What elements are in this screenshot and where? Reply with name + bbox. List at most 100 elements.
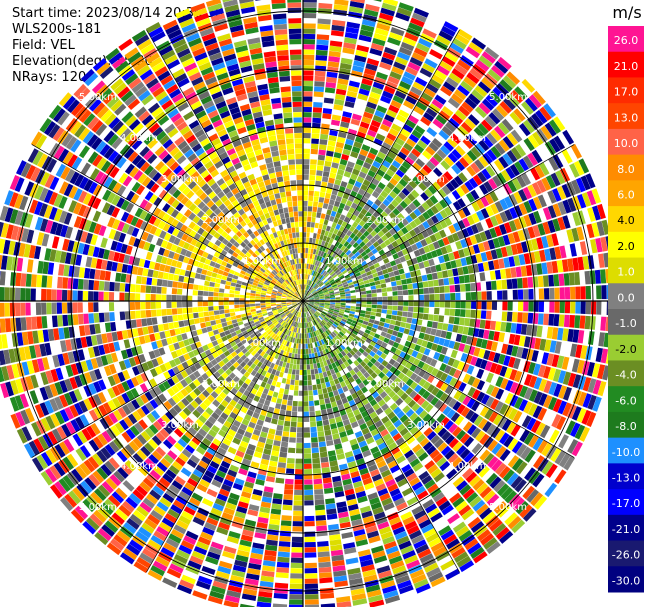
velocity-gate	[249, 295, 256, 299]
velocity-gate	[444, 217, 453, 227]
velocity-gate	[539, 249, 547, 262]
velocity-gate	[291, 536, 303, 543]
velocity-gate	[499, 432, 510, 445]
velocity-gate	[303, 164, 310, 170]
velocity-gate	[203, 291, 209, 297]
velocity-gate	[413, 105, 425, 116]
velocity-gate	[350, 332, 357, 339]
velocity-gate	[304, 268, 307, 274]
velocity-gate	[494, 269, 502, 280]
velocity-gate	[308, 263, 311, 270]
velocity-gate	[587, 378, 597, 394]
velocity-gate	[494, 201, 504, 213]
velocity-gate	[323, 219, 329, 226]
velocity-gate	[319, 234, 324, 241]
velocity-gate	[380, 264, 387, 271]
velocity-gate	[463, 274, 470, 283]
velocity-gate	[303, 148, 311, 154]
velocity-gate	[377, 356, 385, 364]
velocity-gate	[387, 36, 401, 46]
velocity-gate	[409, 381, 418, 390]
velocity-gate	[348, 207, 356, 214]
velocity-gate	[229, 289, 235, 294]
velocity-gate	[329, 40, 343, 47]
velocity-gate	[271, 503, 282, 510]
velocity-gate	[454, 109, 467, 121]
velocity-gate	[481, 51, 496, 64]
velocity-gate	[294, 380, 299, 386]
velocity-gate	[436, 271, 444, 279]
velocity-gate	[303, 91, 313, 97]
velocity-gate	[527, 184, 537, 198]
velocity-gate	[519, 504, 533, 519]
velocity-gate	[327, 310, 334, 314]
velocity-gate	[542, 221, 551, 235]
velocity-gate	[442, 323, 449, 331]
velocity-gate	[377, 325, 384, 331]
velocity-gate	[409, 220, 418, 229]
velocity-gate	[324, 253, 330, 260]
velocity-gate	[404, 232, 412, 240]
velocity-gate	[411, 52, 426, 63]
velocity-gate	[213, 287, 220, 293]
velocity-gate	[498, 156, 509, 169]
velocity-gate	[454, 89, 467, 101]
velocity-gate	[270, 508, 282, 515]
velocity-gate	[332, 312, 339, 317]
velocity-gate	[329, 396, 336, 403]
velocity-gate	[104, 312, 110, 322]
velocity-gate	[431, 272, 438, 280]
velocity-gate	[314, 301, 320, 303]
velocity-gate	[434, 293, 440, 301]
velocity-gate	[427, 374, 435, 384]
velocity-gate	[518, 202, 528, 216]
velocity-gate	[424, 188, 433, 198]
velocity-gate	[155, 301, 162, 309]
velocity-gate	[315, 311, 320, 316]
velocity-gate	[413, 393, 422, 403]
velocity-gate	[585, 301, 592, 315]
velocity-gate	[297, 416, 303, 423]
velocity-gate	[322, 203, 329, 209]
velocity-gate	[506, 93, 520, 107]
velocity-gate	[346, 133, 356, 141]
velocity-gate	[146, 317, 153, 326]
velocity-gate	[486, 291, 492, 300]
velocity-gate	[305, 253, 308, 259]
velocity-gate	[425, 146, 436, 156]
velocity-gate	[444, 374, 453, 385]
velocity-gate	[323, 292, 330, 296]
velocity-gate	[467, 264, 474, 274]
velocity-gate	[356, 176, 365, 184]
velocity-gate	[135, 293, 141, 301]
velocity-gate	[467, 455, 479, 467]
velocity-gate	[314, 284, 319, 290]
velocity-gate	[373, 320, 380, 326]
velocity-gate	[376, 206, 384, 215]
velocity-gate	[457, 392, 467, 403]
velocity-gate	[420, 354, 428, 363]
velocity-gate	[36, 316, 43, 329]
velocity-gate	[338, 265, 345, 271]
velocity-gate	[314, 499, 325, 506]
velocity-gate	[325, 503, 336, 510]
velocity-gate	[438, 229, 447, 239]
velocity-gate	[439, 60, 453, 72]
velocity-gate	[198, 285, 204, 291]
velocity-gate	[377, 301, 383, 305]
velocity-gate	[452, 324, 459, 333]
velocity-gate	[322, 246, 327, 253]
velocity-gate	[303, 380, 308, 386]
velocity-gate	[576, 194, 587, 209]
velocity-gate	[548, 274, 555, 287]
velocity-gate	[346, 230, 353, 237]
velocity-gate	[77, 278, 84, 290]
velocity-gate	[358, 266, 365, 272]
velocity-gate	[312, 107, 323, 113]
velocity-gate	[401, 218, 409, 227]
velocity-gate	[513, 205, 523, 217]
velocity-gate	[410, 189, 420, 199]
velocity-gate	[515, 500, 529, 515]
velocity-gate	[334, 98, 345, 106]
velocity-gate	[528, 301, 534, 312]
